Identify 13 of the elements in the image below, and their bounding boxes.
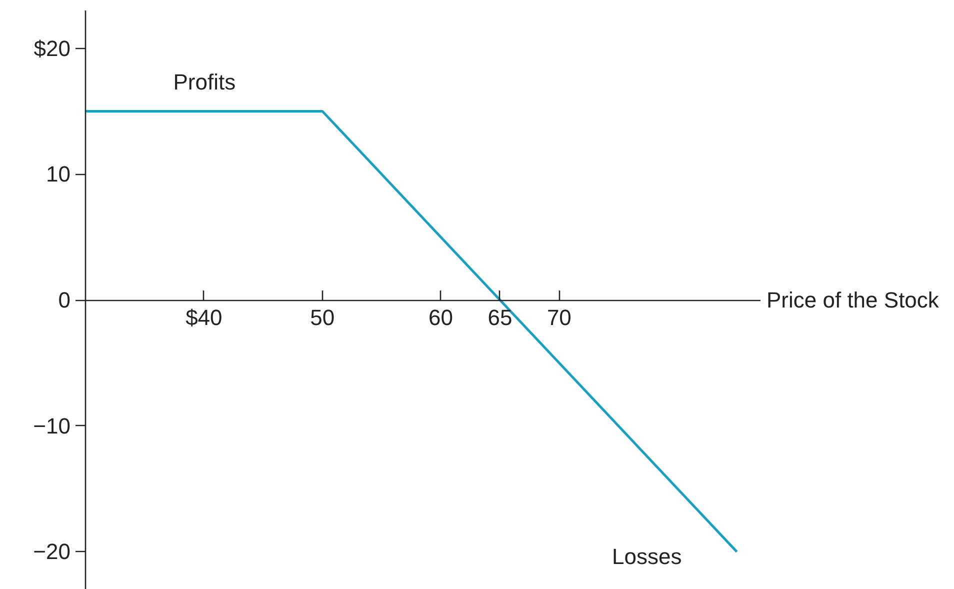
y-tick-label: −10	[33, 413, 71, 438]
y-tick-label: $20	[34, 36, 71, 61]
y-tick-label: −20	[33, 539, 71, 564]
y-tick-label: 0	[58, 288, 71, 312]
y-tick-label: 10	[46, 162, 71, 187]
x-tick-label: 70	[546, 305, 572, 330]
x-tick-label: 60	[428, 305, 454, 330]
x-tick-label: 65	[488, 305, 512, 330]
x-tick-label: 50	[310, 305, 335, 330]
annotation: Losses	[612, 544, 682, 570]
x-axis-title: Price of the Stock	[766, 288, 940, 312]
x-tick-label: $40	[186, 305, 222, 330]
annotation: Profits	[173, 69, 236, 94]
